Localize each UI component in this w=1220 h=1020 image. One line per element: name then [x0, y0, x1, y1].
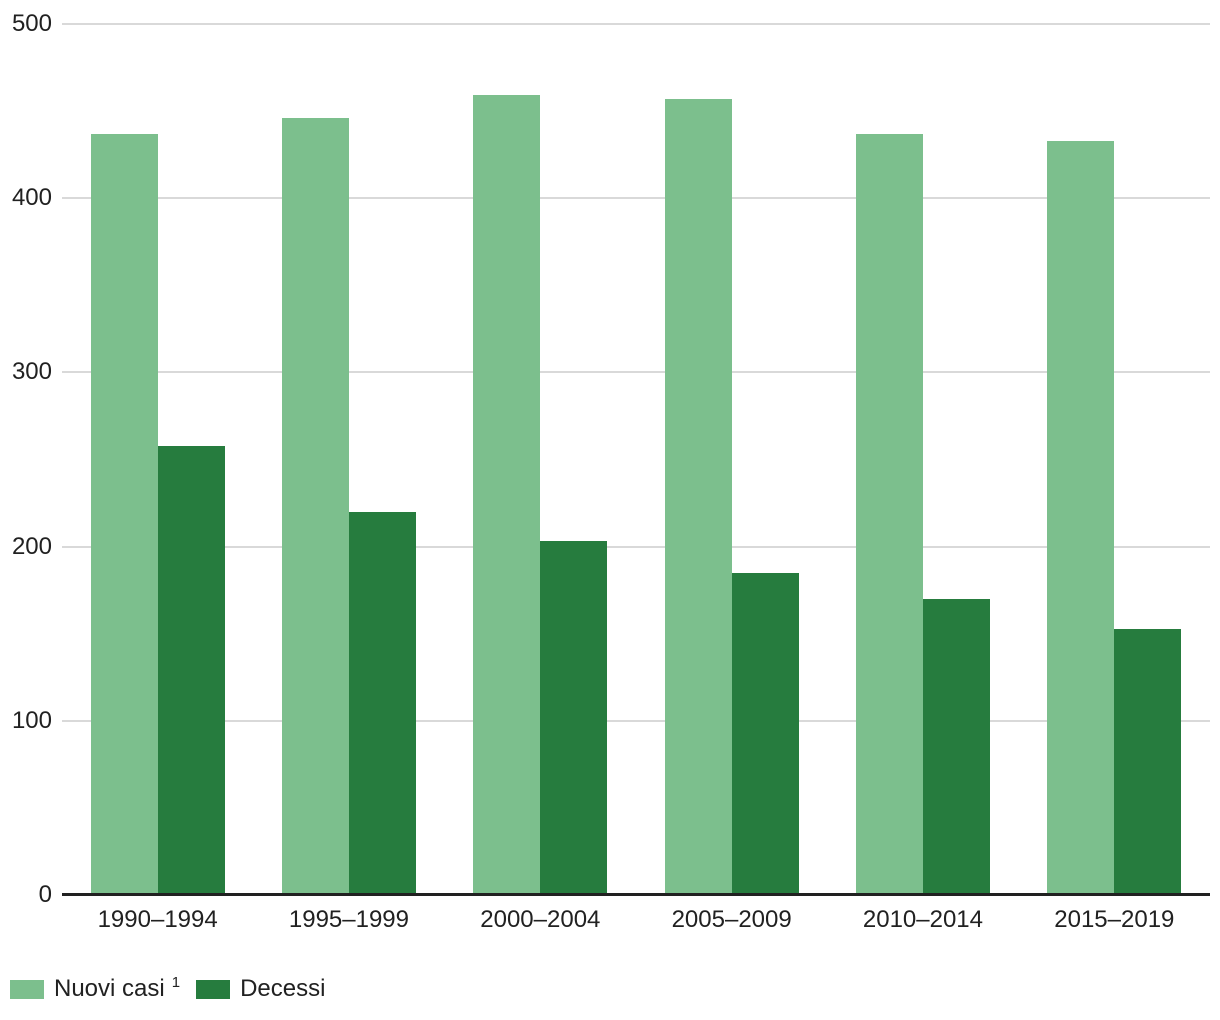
bar-nuovi-casi-2005–2009 [664, 98, 732, 895]
legend-series-name: Decessi [240, 975, 326, 1002]
y-axis-tick-label-300: 300 [11, 358, 52, 386]
gridline-300 [62, 371, 1210, 374]
gridline-100 [62, 719, 1210, 722]
bar-decessi-1995–1999 [349, 511, 416, 895]
legend-label-decessi: Decessi [240, 975, 325, 1003]
chart-legend: Nuovi casi 1 Decessi [10, 975, 325, 1003]
x-axis-tick-label-2015–2019: 2015–2019 [1054, 906, 1175, 933]
x-axis-tick-label-2010–2014: 2010–2014 [862, 906, 984, 933]
y-axis-tick-label-400: 400 [11, 184, 52, 212]
y-axis-tick-label-0: 0 [38, 881, 52, 908]
legend-series-name: Nuovi casi [54, 975, 165, 1002]
x-axis-tick-label-2000–2004: 2000–2004 [480, 906, 601, 933]
y-axis-tick-label-200: 200 [11, 532, 52, 560]
bar-decessi-1990–1994 [157, 445, 225, 895]
legend-swatch-decessi [196, 979, 231, 999]
legend-label-nuovi-casi: Nuovi casi 1 [54, 975, 180, 1003]
x-axis-tick-label-2005–2009: 2005–2009 [671, 906, 792, 933]
y-axis-tick-label-100: 100 [11, 706, 52, 734]
gridline-500 [62, 23, 1210, 25]
legend-footnote-marker: 1 [171, 974, 181, 991]
x-axis-tick-label-1995–1999: 1995–1999 [288, 906, 410, 933]
x-axis-baseline [62, 893, 1210, 896]
legend-item-nuovi-casi: Nuovi casi 1 [10, 975, 180, 1003]
bar-nuovi-casi-1995–1999 [282, 118, 349, 895]
gridline-400 [62, 197, 1210, 200]
legend-swatch-nuovi-casi [10, 979, 44, 999]
gridline-200 [62, 545, 1210, 548]
legend-item-decessi: Decessi [196, 975, 325, 1003]
x-axis-tick-label-1990–1994: 1990–1994 [97, 906, 218, 933]
bar-nuovi-casi-2010–2014 [856, 133, 923, 895]
y-axis-tick-label-500: 500 [11, 10, 52, 37]
bar-nuovi-casi-1990–1994 [90, 133, 158, 895]
bar-nuovi-casi-2000–2004 [473, 95, 541, 895]
bar-decessi-2000–2004 [540, 541, 608, 895]
bar-decessi-2005–2009 [731, 572, 799, 895]
bar-decessi-2010–2014 [923, 598, 990, 895]
bar-decessi-2015–2019 [1114, 628, 1182, 895]
bar-nuovi-casi-2015–2019 [1047, 140, 1115, 895]
